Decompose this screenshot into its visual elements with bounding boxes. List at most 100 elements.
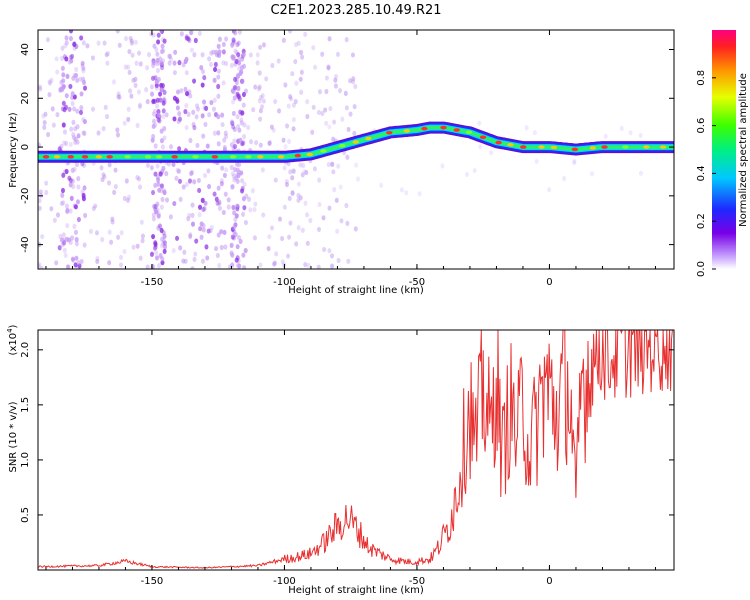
spectrogram-noise-cell <box>239 64 244 71</box>
spectrogram-noise-cell <box>232 177 237 183</box>
spectrogram-noise-cell <box>223 130 228 136</box>
spectrogram-noise-cell <box>216 114 221 120</box>
spectrogram-noise-cell <box>40 233 45 240</box>
spectrogram-noise-cell <box>188 233 193 240</box>
spectrogram-noise-cell <box>233 231 238 238</box>
spectrogram-noise-cell <box>216 232 221 238</box>
spectrogram-noise-cell <box>200 197 205 203</box>
spectrogram-noise-cell <box>81 116 86 123</box>
spectrogram-noise-cell <box>126 106 131 112</box>
spectrogram-noise-cell <box>281 137 286 143</box>
spectrogram-noise-cell <box>162 38 167 44</box>
spectrogram-noise-cell <box>241 102 246 108</box>
spectrogram-noise-cell <box>188 178 193 184</box>
spectrogram-noise-cell <box>191 122 196 128</box>
spectrogram-noise-cell <box>638 132 643 138</box>
spectrogram-noise-cell <box>160 236 165 242</box>
spectrogram-noise-cell <box>156 225 161 231</box>
spectrogram-noise-cell <box>181 62 186 68</box>
spectrogram-noise-cell <box>55 112 60 118</box>
spectrogram-noise-cell <box>119 262 124 268</box>
spectrogram-noise-cell <box>317 177 322 183</box>
spectrogram-noise-cell <box>165 197 170 203</box>
spectrogram-noise-cell <box>155 67 160 74</box>
spectrogram-noise-cell <box>320 51 325 57</box>
spectrogram-noise-cell <box>48 80 53 86</box>
spectrogram-noise-cell <box>317 89 322 95</box>
spectrogram-noise-cell <box>72 45 77 51</box>
spectrogram-noise-cell <box>151 133 156 140</box>
spectrogram-noise-cell <box>478 144 483 150</box>
spectrogram-noise-cell <box>82 162 87 168</box>
spectrogram-noise-cell <box>335 228 340 234</box>
spectrogram-noise-cell <box>316 109 321 116</box>
spectrogram-noise-cell <box>101 172 106 178</box>
spectrogram-noise-cell <box>151 111 156 117</box>
spectrogram-noise-cell <box>150 75 155 81</box>
spectrogram-noise-cell <box>351 79 356 85</box>
spectrogram-noise-cell <box>69 195 74 201</box>
spectrogram-noise-cell <box>221 60 226 66</box>
spectrogram-noise-cell <box>74 255 79 261</box>
spectrogram-noise-cell <box>300 54 305 60</box>
spectrogram-noise-cell <box>193 37 198 44</box>
spectrogram-noise-cell <box>260 93 265 99</box>
spectrogram-noise-cell <box>64 40 69 46</box>
spectrogram-noise-cell <box>42 124 47 131</box>
spectrogram-noise-cell <box>95 258 100 264</box>
spectrogram-noise-cell <box>178 245 183 251</box>
spectrogram-noise-cell <box>201 206 206 213</box>
spectrogram-noise-cell <box>321 215 326 221</box>
spectrogram-noise-cell <box>236 172 241 179</box>
spectrogram-noise-cell <box>222 229 227 235</box>
spectrogram-noise-cell <box>230 252 235 258</box>
spectrogram-noise-cell <box>204 105 209 111</box>
spectrogram-noise-cell <box>187 212 192 219</box>
spectrogram-noise-cell <box>332 187 337 193</box>
spectrogram-ridge-peak <box>306 152 313 157</box>
spectrogram-noise-cell <box>179 31 184 37</box>
spectrogram-noise-cell <box>68 208 73 214</box>
spectrogram-noise-cell <box>296 181 301 187</box>
spectrogram-noise-cell <box>239 69 244 75</box>
spectrogram-noise-cell <box>61 172 66 178</box>
spectrogram-noise-cell <box>327 36 332 42</box>
spectrogram-noise-cell <box>332 119 337 125</box>
spectrogram-noise-cell <box>100 176 105 183</box>
spectrogram-noise-cell <box>184 56 189 62</box>
spectrogram-noise-cell <box>112 189 117 195</box>
spectrogram-noise-cell <box>290 190 295 196</box>
spectrogram-noise-cell <box>298 76 303 82</box>
spectrogram-noise-cell <box>184 181 189 188</box>
spectrogram-ridge-peak <box>144 155 152 159</box>
spectrogram-noise-cell <box>194 238 199 244</box>
spectrogram-noise-cell <box>153 122 158 128</box>
spectrogram-noise-cell <box>212 191 217 197</box>
spectrogram-noise-cell <box>158 91 163 97</box>
spectrogram-noise-cell <box>293 98 298 105</box>
spectrogram-noise-cell <box>67 106 72 112</box>
colorbar-tick-label: 0.6 <box>696 118 707 134</box>
spectrogram-noise-cell <box>258 262 263 268</box>
spectrogram-noise-cell <box>64 236 69 242</box>
spectrogram-noise-cell <box>240 188 245 194</box>
spectrogram-noise-cell <box>71 75 76 81</box>
spectrogram-noise-cell <box>311 45 316 51</box>
spectrogram-noise-cell <box>131 77 136 83</box>
spectrogram-noise-cell <box>65 223 70 229</box>
spectrogram-noise-cell <box>326 65 331 71</box>
spectrogram-noise-cell <box>153 204 158 210</box>
spectrogram-noise-cell <box>149 84 154 90</box>
spectrogram-noise-cell <box>235 114 240 120</box>
spectrogram-noise-cell <box>116 94 121 100</box>
spectrogram-noise-cell <box>258 44 263 50</box>
spectrogram-noise-cell <box>299 49 304 56</box>
spectrogram-noise-cell <box>61 72 66 78</box>
spectrogram-noise-cell <box>61 100 66 106</box>
spectrogram-noise-cell <box>230 54 235 60</box>
spectrogram-noise-cell <box>155 163 160 169</box>
spectrogram-ridge-peak <box>211 155 219 159</box>
spectrogram-noise-cell <box>259 94 264 101</box>
spectrogram-noise-cell <box>83 85 88 91</box>
spectrogram-noise-cell <box>216 74 221 80</box>
